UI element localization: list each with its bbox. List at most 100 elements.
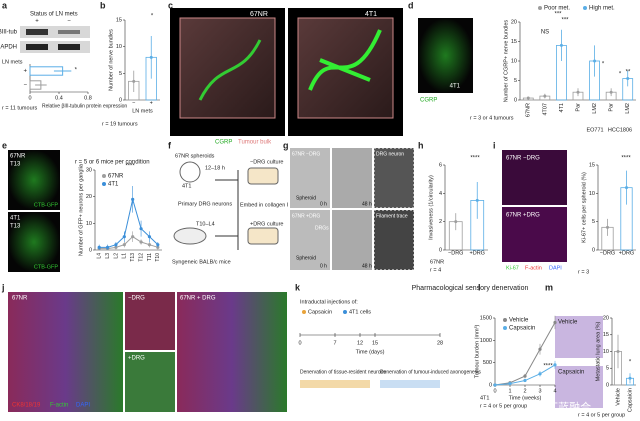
y-tick-label: 15	[589, 162, 595, 168]
phase	[380, 380, 440, 388]
label: r = 4	[430, 267, 441, 273]
y-axis-label: Number of nerve bundles	[108, 29, 114, 91]
label: Capsaicin	[308, 309, 332, 315]
arrow	[215, 170, 239, 250]
label: Primary DRG neurons	[178, 201, 232, 207]
label: CGRP	[215, 140, 232, 146]
x-tick-label: 0.8	[84, 95, 92, 101]
y-tick-label: 30	[86, 167, 92, 173]
legend-marker	[583, 6, 587, 10]
label: T13	[10, 224, 21, 230]
nerve	[308, 29, 382, 91]
image	[125, 292, 175, 350]
x-tick-label: 12	[357, 340, 363, 346]
legend-label: Vehicle	[509, 318, 529, 324]
point	[156, 243, 160, 247]
label: EO771	[586, 127, 603, 133]
panel-label: g	[283, 140, 289, 150]
panel-label: k	[295, 282, 301, 292]
chart-title: r = 5 or 6 mice per condition	[75, 160, 150, 166]
y-axis-label: Metastatic lung area (%)	[595, 322, 601, 382]
x-tick-label: 0	[28, 95, 31, 101]
panel-label: h	[418, 140, 424, 150]
legend-marker	[102, 174, 106, 178]
label: 4T1	[10, 216, 21, 222]
mean-dot	[149, 55, 153, 59]
image	[8, 212, 60, 272]
label: 4T1	[480, 395, 489, 401]
y-tick-label: 10	[511, 58, 517, 64]
point	[523, 378, 527, 383]
y-tick-label: 4	[439, 191, 442, 197]
label: +DRG culture	[250, 221, 283, 227]
mean-dot	[626, 77, 630, 81]
y-tick-label: 1500	[480, 315, 492, 321]
label: CGRP	[420, 98, 437, 104]
y-tick-label: 5	[514, 78, 517, 84]
panel-label: b	[100, 0, 106, 10]
label: r = 19 tumours	[102, 121, 138, 127]
label: Vehicle	[558, 320, 578, 326]
label: +	[35, 19, 39, 25]
label: CTB-GFP	[34, 264, 58, 270]
significance: *	[151, 14, 154, 20]
y-axis-label: Number of CGRP+ nerve bundles	[503, 20, 509, 103]
label: LN mets	[2, 59, 23, 65]
point	[553, 363, 557, 367]
y-tick-label: +	[23, 69, 27, 75]
band	[58, 44, 80, 50]
x-tick-label: 2	[523, 388, 526, 394]
label: 0 h	[320, 201, 327, 207]
label: DAPI	[76, 403, 90, 409]
band	[26, 44, 48, 50]
panel-label: j	[1, 282, 5, 292]
mean-dot	[576, 90, 580, 94]
point	[97, 245, 101, 249]
legend-marker	[538, 6, 542, 10]
y-tick-label: 10	[589, 191, 595, 197]
label: Denervation of tumour-induced axonogenes…	[380, 369, 481, 375]
point	[147, 235, 152, 239]
y-axis-label: Ki-67+ cells per spheroid (%)	[581, 172, 587, 243]
phase	[300, 380, 370, 388]
band	[58, 30, 80, 34]
significance: NS	[541, 30, 549, 36]
y-tick-label: 10	[86, 221, 92, 227]
panel-label: e	[2, 140, 7, 150]
x-tick-label: T11	[147, 253, 153, 261]
panel-label: f	[168, 140, 172, 150]
panel-label: a	[2, 0, 8, 10]
significance: ***	[554, 12, 562, 18]
point	[538, 347, 542, 351]
label: −DRG culture	[250, 159, 283, 165]
label: DAPI	[549, 265, 562, 271]
label: 67NR −DRG	[506, 156, 540, 162]
image	[418, 18, 473, 93]
band	[26, 29, 48, 35]
x-tick-label: Par	[609, 103, 615, 112]
image	[555, 316, 603, 358]
image	[502, 150, 567, 205]
x-tick-label: 15	[372, 340, 378, 346]
label: 67NR spheroids	[175, 153, 215, 159]
label: Filament trace	[376, 213, 408, 219]
y-axis-label: Tumour burden (mm³)	[474, 325, 480, 379]
label: T13	[10, 162, 21, 168]
label: Denervation of tissue-resident neurons	[300, 369, 386, 375]
label: Tumour bulk	[238, 140, 272, 146]
watermark: 头条@医学故事汇蓝融合	[470, 400, 591, 414]
image	[555, 366, 603, 408]
label: Spheroid	[296, 255, 316, 261]
label: 67NR	[250, 11, 268, 18]
legend-marker	[102, 182, 106, 186]
y-tick-label: 5	[592, 219, 595, 225]
y-axis-label: Invasiveness (1/circularity)	[428, 175, 434, 240]
x-tick-label: 3	[538, 388, 541, 394]
panel-label: l	[478, 282, 481, 292]
legend-marker	[503, 326, 507, 330]
label: 67NR + DRG	[180, 296, 216, 302]
y-tick-label: 0	[489, 382, 492, 388]
mean-dot	[454, 220, 458, 224]
panel-label: c	[168, 0, 173, 10]
y-tick-label: 5	[606, 366, 609, 372]
